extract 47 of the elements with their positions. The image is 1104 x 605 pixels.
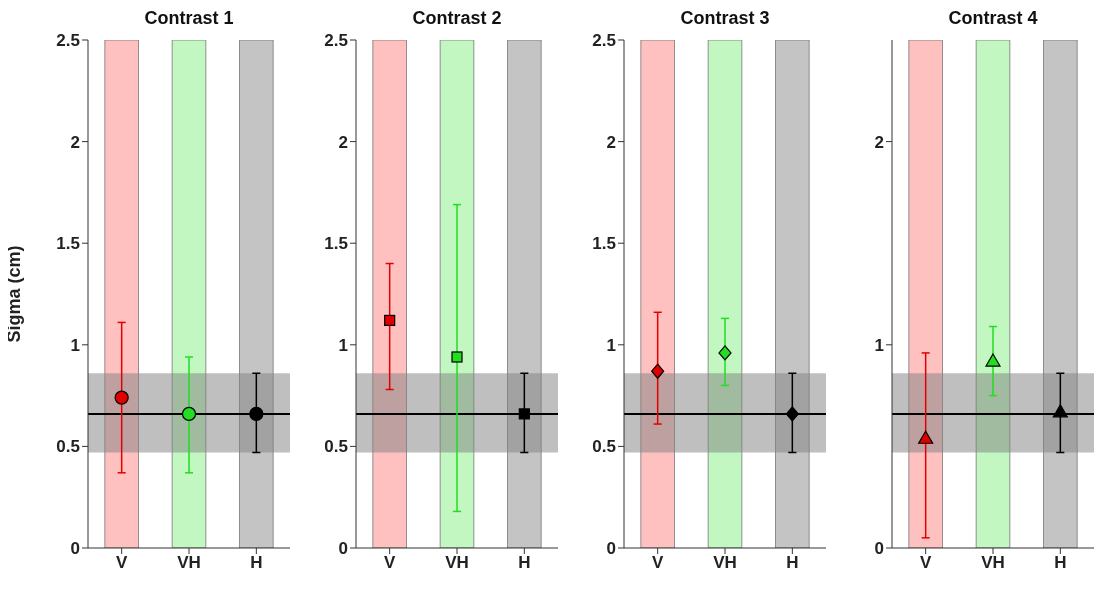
x-tick-label: H — [786, 553, 799, 573]
y-tick-label: 2 — [338, 132, 348, 152]
y-tick-label: 0 — [70, 539, 80, 559]
point — [451, 351, 463, 363]
y-axis-title: Sigma (cm) — [4, 245, 25, 343]
chart-title: Contrast 1 — [143, 8, 235, 30]
y-tick-label: 1.5 — [56, 234, 80, 254]
x-tick-label: V — [651, 553, 664, 573]
point — [384, 314, 396, 327]
y-tick-label: 0.5 — [592, 437, 616, 457]
y-tick-label: 1.5 — [592, 234, 616, 254]
y-tick-label: 2 — [70, 132, 80, 152]
x-tick-label: H — [1054, 553, 1067, 573]
point — [1052, 404, 1068, 418]
x-tick-label: VH — [713, 553, 737, 573]
y-tick-label: 1 — [338, 335, 348, 355]
x-tick-label: V — [919, 553, 932, 573]
y-tick-label: 1 — [70, 335, 80, 355]
y-tick-label: 0.5 — [56, 437, 80, 457]
y-tick-label: 0 — [874, 539, 884, 559]
point — [918, 430, 934, 444]
x-tick-label: VH — [177, 553, 201, 573]
y-tick-label: 0 — [606, 539, 616, 559]
point — [985, 353, 1001, 367]
y-tick-label: 1 — [874, 335, 884, 355]
chart-title: Contrast 3 — [679, 8, 771, 30]
y-tick-label: 0.5 — [324, 437, 348, 457]
y-tick-label: 0 — [338, 539, 348, 559]
y-tick-label: 2 — [874, 132, 884, 152]
y-tick-label: 2.5 — [56, 31, 80, 51]
y-tick-label: 1 — [606, 335, 616, 355]
point — [518, 408, 530, 420]
y-tick-label: 2.5 — [592, 31, 616, 51]
y-tick-label: 2.5 — [324, 31, 348, 51]
x-tick-label: VH — [981, 553, 1005, 573]
point — [718, 345, 732, 361]
chart-title: Contrast 4 — [947, 8, 1039, 30]
point — [785, 406, 799, 422]
x-tick-label: H — [250, 553, 263, 573]
x-tick-label: V — [383, 553, 396, 573]
x-tick-label: H — [518, 553, 531, 573]
x-tick-label: V — [115, 553, 128, 573]
y-tick-label: 1.5 — [324, 234, 348, 254]
y-tick-label: 2 — [606, 132, 616, 152]
point — [651, 363, 665, 379]
chart-title: Contrast 2 — [411, 8, 503, 30]
x-tick-label: VH — [445, 553, 469, 573]
